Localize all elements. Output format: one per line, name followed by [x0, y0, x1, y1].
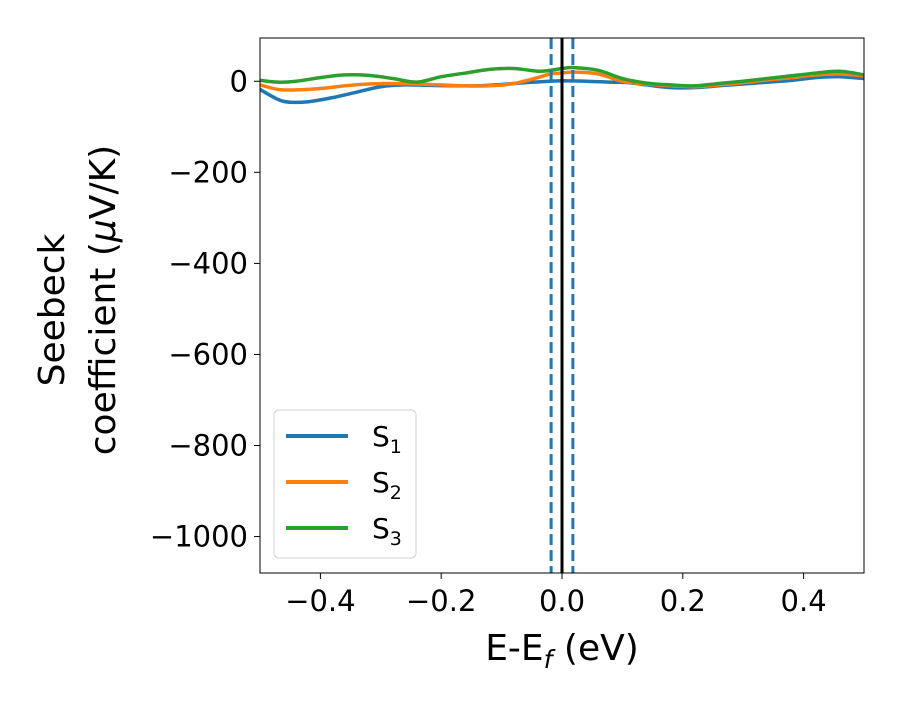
y-axis-title-line2-tail: V/K)	[83, 145, 124, 219]
y-axis-ticks: 0 −200 −400 −600 −800 −1000	[150, 64, 260, 554]
x-tick-label: 0.0	[539, 584, 585, 618]
y-tick-label: −600	[168, 337, 248, 371]
y-axis-title-line2-mu: μ	[83, 219, 124, 243]
series-line-s3	[260, 65, 864, 88]
legend-label-s2: S2	[372, 466, 402, 504]
y-axis-title-line1: Seebeck	[32, 233, 73, 386]
x-axis-title: E-Ef (eV)	[485, 628, 639, 674]
series-line-s1	[260, 74, 864, 105]
legend-label-s1: S1	[372, 420, 402, 458]
x-axis-title-main: E-E	[485, 628, 543, 669]
y-tick-label: 0	[230, 64, 248, 98]
x-tick-label: 0.4	[781, 584, 827, 618]
reference-lines	[549, 38, 575, 573]
y-axis-title-line2: coefficient (μV/K)	[83, 145, 124, 455]
x-tick-label: 0.2	[660, 584, 706, 618]
y-axis-title-line2-main: coefficient (	[83, 242, 124, 455]
legend: S1 S2 S3	[273, 409, 417, 559]
x-axis-title-tail: (eV)	[552, 628, 638, 669]
legend-label-s3: S3	[372, 512, 402, 550]
y-tick-label: −200	[168, 155, 248, 189]
x-tick-label: −0.4	[285, 584, 355, 618]
series-lines	[260, 65, 864, 105]
y-tick-label: −1000	[150, 520, 248, 554]
y-axis-title: Seebeck coefficient (μV/K)	[32, 145, 124, 455]
y-tick-label: −800	[168, 429, 248, 463]
legend-items: S1 S2 S3	[286, 420, 402, 550]
y-tick-label: −400	[168, 246, 248, 280]
x-tick-label: −0.2	[406, 584, 476, 618]
x-axis-ticks: −0.4 −0.2 0.0 0.2 0.4	[285, 573, 827, 618]
